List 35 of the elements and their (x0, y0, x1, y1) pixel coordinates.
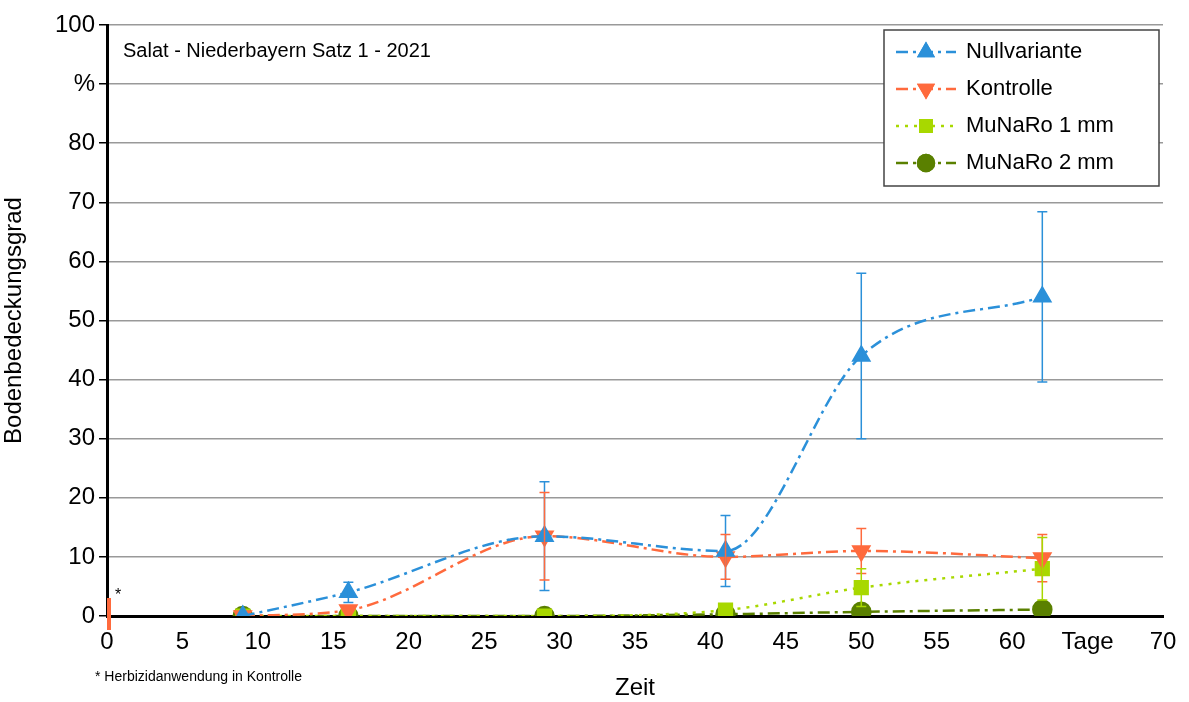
text: Salat - Niederbayern Satz 1 - 2021 (123, 38, 431, 61)
x-tick-label: 30 (546, 627, 573, 655)
x-axis-title: Zeit (614, 672, 656, 700)
y-tick-label: % (73, 68, 95, 96)
x-tick-label: 60 (998, 627, 1026, 655)
x-tick-label: Tage (1061, 627, 1114, 655)
y-tick-label: 20 (68, 482, 95, 510)
y-tick-label: 40 (68, 364, 95, 392)
legend-label: Kontrolle (966, 75, 1053, 101)
y-tick-label: 50 (68, 305, 95, 333)
x-tick-label: 20 (395, 627, 423, 655)
x-tick-label: 15 (319, 627, 347, 655)
x-tick-label: 0 (100, 627, 114, 655)
x-tick-label: 50 (847, 627, 875, 655)
legend-label: Nullvariante (966, 38, 1083, 64)
y-tick-label: 10 (68, 541, 95, 569)
y-tick-label: 0 (81, 600, 95, 628)
y-axis-title: Bodenbedeckungsgrad (0, 197, 27, 444)
x-tick-label: 45 (772, 627, 800, 655)
y-tick-label: 80 (68, 127, 95, 155)
x-tick-label: 10 (244, 627, 272, 655)
y-tick-label: 60 (68, 246, 95, 274)
ref-line-label: * (115, 586, 122, 604)
x-tick-label: 5 (175, 627, 190, 655)
legend-label: MuNaRo 1 mm (966, 112, 1114, 138)
legend-label: MuNaRo 2 mm (966, 149, 1114, 175)
x-tick-label: 40 (697, 627, 724, 655)
y-tick-label: 70 (68, 186, 95, 214)
x-tick-label: 35 (621, 627, 649, 655)
text: * Herbizidanwendung in Kontrolle (95, 667, 303, 684)
x-tick-label: 25 (470, 627, 498, 655)
x-tick-label: 55 (923, 627, 951, 655)
x-tick-label: 70 (1149, 627, 1177, 655)
y-tick-label: 30 (68, 423, 95, 451)
y-tick-label: 100 (54, 9, 95, 37)
